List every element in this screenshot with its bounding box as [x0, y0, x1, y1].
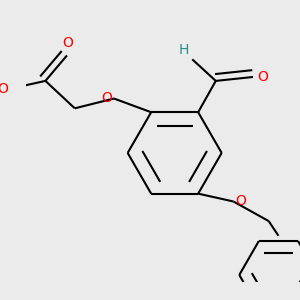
Text: O: O: [236, 194, 246, 208]
Text: H: H: [179, 44, 189, 57]
Text: O: O: [257, 70, 268, 84]
Text: O: O: [62, 36, 74, 50]
Text: O: O: [101, 91, 112, 104]
Text: O: O: [0, 82, 8, 96]
